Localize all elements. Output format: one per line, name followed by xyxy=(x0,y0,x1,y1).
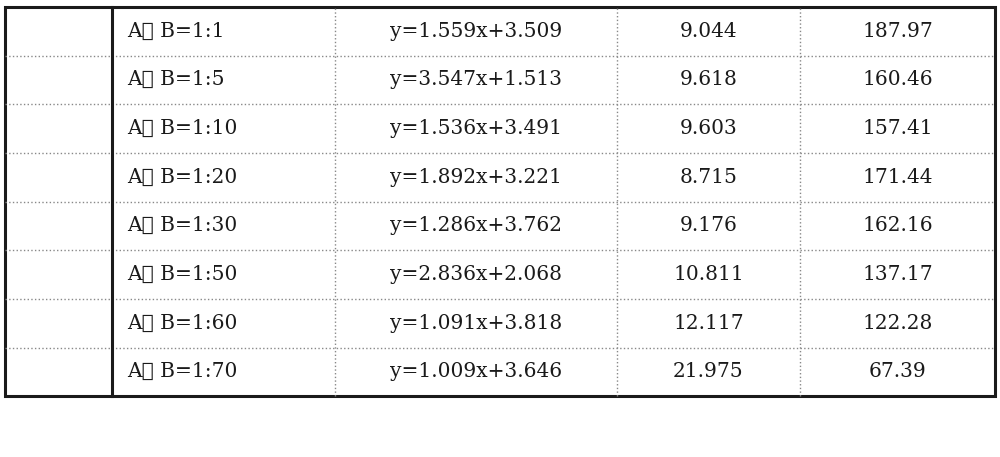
Text: A： B=1:20: A： B=1:20 xyxy=(127,168,237,187)
Text: A： B=1:10: A： B=1:10 xyxy=(127,119,237,138)
Text: y=2.836x+2.068: y=2.836x+2.068 xyxy=(390,265,562,284)
Text: 160.46: 160.46 xyxy=(862,70,933,90)
Text: 67.39: 67.39 xyxy=(869,362,926,382)
Text: A： B=1:50: A： B=1:50 xyxy=(127,265,237,284)
Text: y=1.091x+3.818: y=1.091x+3.818 xyxy=(390,314,562,333)
Text: 137.17: 137.17 xyxy=(862,265,933,284)
Text: 21.975: 21.975 xyxy=(673,362,744,382)
Text: 9.176: 9.176 xyxy=(679,216,737,235)
Text: 187.97: 187.97 xyxy=(862,21,933,41)
Text: 162.16: 162.16 xyxy=(862,216,933,235)
Text: 8.715: 8.715 xyxy=(679,168,737,187)
Text: y=1.892x+3.221: y=1.892x+3.221 xyxy=(390,168,562,187)
Text: y=1.286x+3.762: y=1.286x+3.762 xyxy=(390,216,562,235)
Text: 171.44: 171.44 xyxy=(862,168,933,187)
Text: 9.603: 9.603 xyxy=(680,119,737,138)
Text: y=1.559x+3.509: y=1.559x+3.509 xyxy=(390,21,562,41)
Text: 122.28: 122.28 xyxy=(862,314,933,333)
Text: 9.044: 9.044 xyxy=(680,21,737,41)
Text: A： B=1:30: A： B=1:30 xyxy=(127,216,237,235)
Text: y=1.009x+3.646: y=1.009x+3.646 xyxy=(390,362,562,382)
Text: A： B=1:1: A： B=1:1 xyxy=(127,21,224,41)
Text: 157.41: 157.41 xyxy=(862,119,933,138)
Text: A： B=1:5: A： B=1:5 xyxy=(127,70,224,90)
Text: A： B=1:60: A： B=1:60 xyxy=(127,314,237,333)
Bar xyxy=(5,7,995,396)
Text: 10.811: 10.811 xyxy=(673,265,744,284)
Text: y=1.536x+3.491: y=1.536x+3.491 xyxy=(390,119,562,138)
Text: 9.618: 9.618 xyxy=(679,70,737,90)
Text: 12.117: 12.117 xyxy=(673,314,744,333)
Text: y=3.547x+1.513: y=3.547x+1.513 xyxy=(390,70,562,90)
Text: A： B=1:70: A： B=1:70 xyxy=(127,362,237,382)
